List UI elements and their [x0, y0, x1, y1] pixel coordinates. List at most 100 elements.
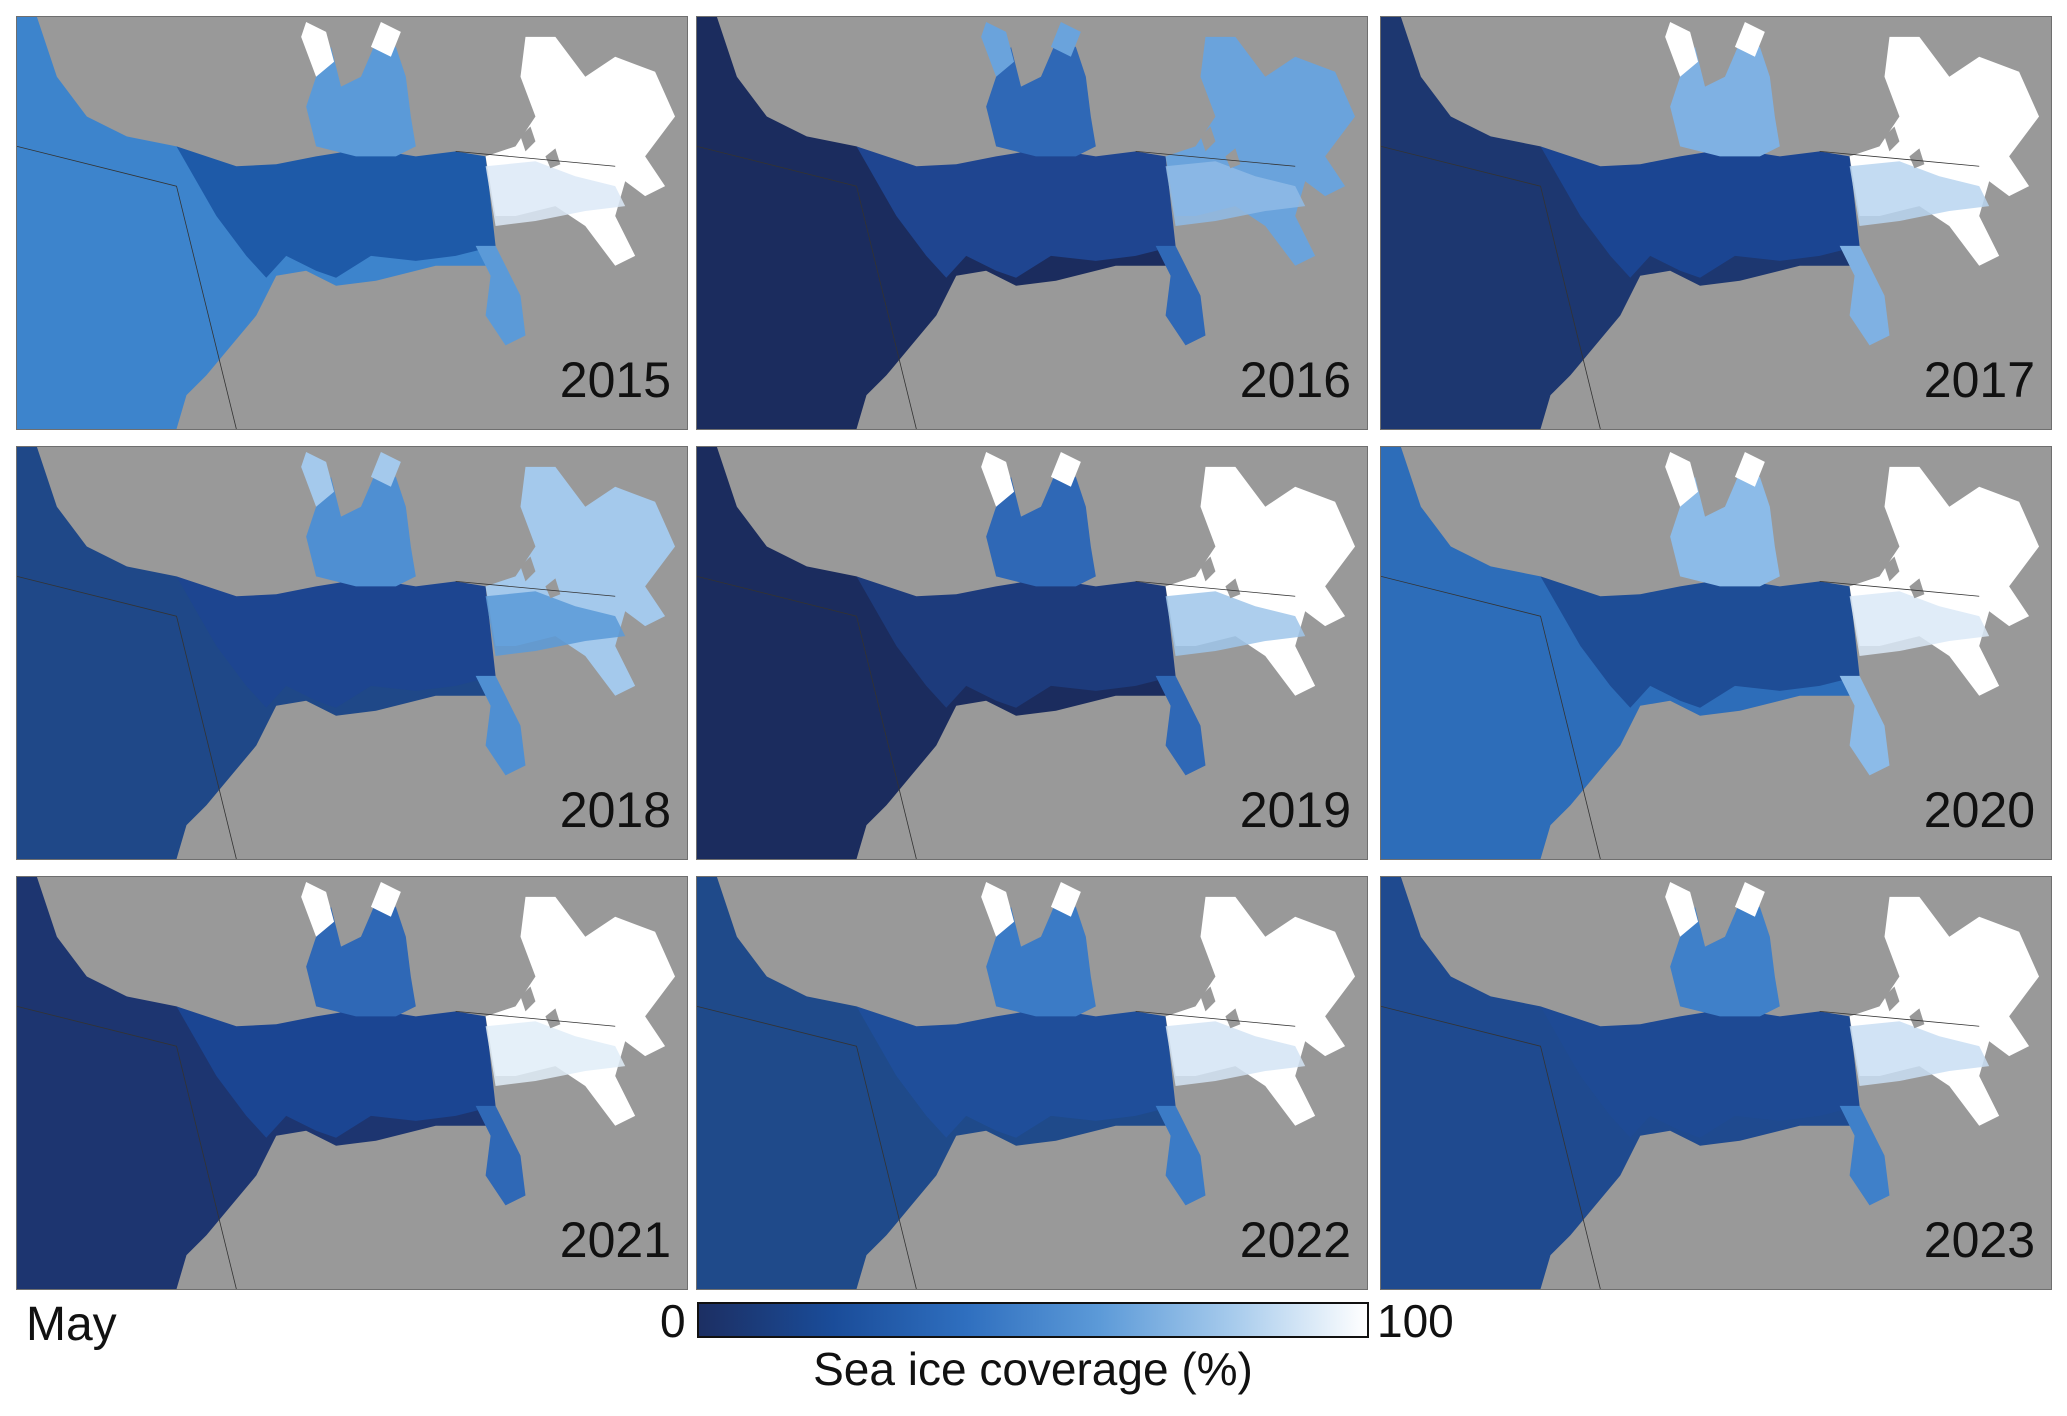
strait — [485, 1021, 626, 1086]
year-label: 2023 — [1923, 1212, 2035, 1268]
boundary-line — [17, 145, 237, 429]
southern-arm — [1839, 1105, 1890, 1206]
colorbar-title: Sea ice coverage (%) — [813, 1343, 1253, 1395]
boundary-line — [17, 1005, 237, 1289]
central-channel — [1540, 1006, 1860, 1138]
northern-arm-head-west — [1665, 21, 1699, 77]
northern-arm-head-west — [301, 881, 335, 937]
northern-arm — [986, 901, 1096, 1017]
sea-ice-map — [1381, 447, 2051, 859]
central-channel — [176, 146, 496, 278]
northern-arm — [1670, 471, 1780, 587]
northern-arm-head-west — [1665, 881, 1699, 937]
northern-arm-head-west — [981, 451, 1015, 507]
northern-arm — [306, 41, 416, 157]
colorbar-min-label: 0 — [660, 1295, 686, 1347]
boundary-line — [1381, 1005, 1601, 1289]
strait — [1165, 161, 1306, 226]
boundary-line — [455, 580, 616, 597]
northern-arm-head-west — [301, 21, 335, 77]
southern-arm — [1155, 1105, 1206, 1206]
strait — [1165, 591, 1306, 656]
sea-ice-map — [1381, 17, 2051, 429]
map-panel-2015: 2015 — [16, 16, 688, 430]
strait — [1165, 1021, 1306, 1086]
northern-arm-head-east — [370, 451, 401, 487]
year-label: 2015 — [559, 352, 671, 408]
northern-arm-head-east — [1050, 21, 1081, 57]
strait — [1849, 161, 1990, 226]
northern-arm-head-east — [1050, 881, 1081, 917]
northern-arm — [986, 41, 1096, 157]
map-panel-2022: 2022 — [696, 876, 1368, 1290]
month-label: May — [26, 1298, 117, 1351]
central-channel — [856, 146, 1176, 278]
strait — [1849, 591, 1990, 656]
boundary-line — [455, 150, 616, 167]
boundary-line — [697, 575, 917, 859]
sea-ice-map — [17, 877, 687, 1289]
island — [545, 148, 561, 169]
northern-arm-head-west — [981, 881, 1015, 937]
central-channel — [176, 576, 496, 708]
southern-arm — [475, 675, 526, 776]
sea-ice-map — [1381, 877, 2051, 1289]
year-label: 2018 — [559, 782, 671, 838]
sea-ice-map — [697, 877, 1367, 1289]
northern-arm-head-east — [370, 881, 401, 917]
northern-arm — [306, 471, 416, 587]
colorbar — [697, 1302, 1369, 1338]
boundary-line — [1135, 580, 1296, 597]
sea-ice-map — [17, 17, 687, 429]
central-channel — [1540, 146, 1860, 278]
northern-arm — [1670, 41, 1780, 157]
boundary-line — [697, 1005, 917, 1289]
northern-arm — [986, 471, 1096, 587]
year-label: 2016 — [1239, 352, 1351, 408]
boundary-line — [1135, 1010, 1296, 1027]
year-label: 2017 — [1923, 352, 2035, 408]
boundary-line — [697, 145, 917, 429]
year-label: 2020 — [1923, 782, 2035, 838]
sea-ice-map — [697, 447, 1367, 859]
boundary-line — [1381, 145, 1601, 429]
map-panel-2023: 2023 — [1380, 876, 2052, 1290]
year-label: 2021 — [559, 1212, 671, 1268]
boundary-line — [1819, 150, 1980, 167]
sea-ice-map — [17, 447, 687, 859]
southern-arm — [475, 1105, 526, 1206]
year-label: 2022 — [1239, 1212, 1351, 1268]
island — [1225, 578, 1241, 599]
northern-arm-head-east — [1734, 451, 1765, 487]
central-channel — [856, 576, 1176, 708]
strait — [1849, 1021, 1990, 1086]
sea-ice-map — [697, 17, 1367, 429]
map-panel-2018: 2018 — [16, 446, 688, 860]
boundary-line — [1381, 575, 1601, 859]
island — [545, 578, 561, 599]
strait — [485, 161, 626, 226]
central-channel — [176, 1006, 496, 1138]
northern-arm — [1670, 901, 1780, 1017]
northern-arm-head-east — [1734, 21, 1765, 57]
map-panel-2021: 2021 — [16, 876, 688, 1290]
northern-arm-head-east — [370, 21, 401, 57]
boundary-line — [17, 575, 237, 859]
boundary-line — [455, 1010, 616, 1027]
year-label: 2019 — [1239, 782, 1351, 838]
northern-arm-head-west — [981, 21, 1015, 77]
northern-arm-head-east — [1050, 451, 1081, 487]
northern-arm — [306, 901, 416, 1017]
island — [1909, 578, 1925, 599]
northern-arm-head-east — [1734, 881, 1765, 917]
central-channel — [1540, 576, 1860, 708]
map-grid: 2015 2016 2017 2018 2019 2020 2021 2022 2023 — [16, 16, 2064, 1296]
map-panel-2016: 2016 — [696, 16, 1368, 430]
map-panel-2017: 2017 — [1380, 16, 2052, 430]
strait — [485, 591, 626, 656]
northern-arm-head-west — [1665, 451, 1699, 507]
map-panel-2020: 2020 — [1380, 446, 2052, 860]
boundary-line — [1135, 150, 1296, 167]
boundary-line — [1819, 580, 1980, 597]
boundary-line — [1819, 1010, 1980, 1027]
